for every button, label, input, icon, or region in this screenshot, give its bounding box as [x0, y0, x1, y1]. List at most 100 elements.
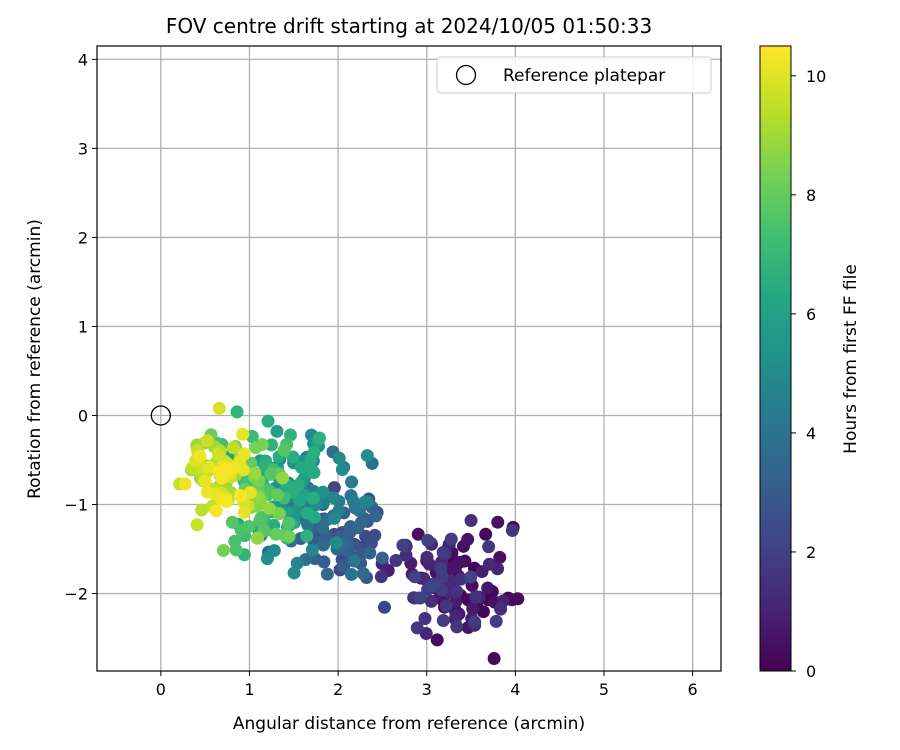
- data-point: [277, 443, 291, 457]
- data-point: [243, 485, 257, 499]
- data-point: [332, 451, 346, 465]
- colorbar-tick-label: 2: [806, 543, 816, 562]
- data-point: [454, 572, 468, 586]
- data-point: [320, 567, 334, 581]
- data-point: [233, 489, 247, 503]
- data-point: [363, 546, 377, 560]
- legend: Reference platepar: [436, 56, 712, 94]
- data-point: [212, 401, 226, 415]
- data-point: [254, 511, 268, 525]
- data-point: [491, 515, 505, 529]
- data-point: [430, 633, 444, 647]
- data-point: [337, 559, 351, 573]
- x-axis-label: Angular distance from reference (arcmin): [233, 714, 585, 734]
- y-tick-label: 3: [78, 139, 88, 158]
- reference-platepar-marker: [150, 405, 171, 426]
- data-point: [421, 533, 435, 547]
- y-tick-label: −1: [64, 496, 88, 515]
- data-point: [200, 434, 214, 448]
- legend-label-reference: Reference platepar: [503, 66, 665, 86]
- x-tick-label: 3: [422, 680, 432, 699]
- data-point: [269, 527, 283, 541]
- data-point: [282, 530, 296, 544]
- data-point: [439, 599, 453, 613]
- data-point: [444, 562, 458, 576]
- colorbar-tick-label: 8: [806, 186, 816, 205]
- data-point: [307, 446, 321, 460]
- data-point: [237, 447, 251, 461]
- data-point: [327, 511, 341, 525]
- data-point: [261, 414, 275, 428]
- data-point: [449, 609, 463, 623]
- x-tick-label: 4: [510, 680, 520, 699]
- data-point: [225, 515, 239, 529]
- data-point: [300, 506, 314, 520]
- data-point: [356, 567, 370, 581]
- data-point: [216, 543, 230, 557]
- y-tick-label: 2: [78, 228, 88, 247]
- data-point: [226, 441, 240, 455]
- colorbar-ticks: 0 2 4 6 8 10: [791, 67, 826, 681]
- y-tick-label: −2: [64, 585, 88, 604]
- data-point: [347, 554, 361, 568]
- data-point: [468, 615, 482, 629]
- data-point: [287, 566, 301, 580]
- y-axis-ticks: −2 −1 0 1 2 3 4: [64, 50, 97, 604]
- data-point: [271, 488, 285, 502]
- data-point: [264, 438, 278, 452]
- data-point: [450, 620, 464, 634]
- data-point: [364, 536, 378, 550]
- data-point: [369, 509, 383, 523]
- data-point: [262, 502, 276, 516]
- x-tick-label: 1: [244, 680, 254, 699]
- data-point: [242, 520, 256, 534]
- data-point: [479, 527, 493, 541]
- data-point: [377, 600, 391, 614]
- colorbar-tick-label: 6: [806, 305, 816, 324]
- data-point: [389, 553, 403, 567]
- x-axis-ticks: 0 1 2 3 4 5 6: [156, 671, 698, 699]
- data-point: [436, 614, 450, 628]
- data-point: [229, 543, 243, 557]
- data-point: [272, 507, 286, 521]
- data-point: [193, 449, 207, 463]
- data-point: [345, 475, 359, 489]
- colorbar-tick-label: 0: [806, 662, 816, 681]
- data-point: [418, 611, 432, 625]
- data-point: [307, 466, 321, 480]
- chart-title: FOV centre drift starting at 2024/10/05 …: [166, 14, 652, 38]
- colorbar: 0 2 4 6 8 10 Hours from first FF file: [759, 45, 861, 681]
- data-point: [329, 536, 343, 550]
- data-point: [248, 466, 262, 480]
- data-point: [420, 550, 434, 564]
- data-point: [335, 462, 349, 476]
- data-point: [375, 551, 389, 565]
- data-point: [482, 540, 496, 554]
- data-point: [344, 567, 358, 581]
- x-tick-label: 6: [688, 680, 698, 699]
- data-point: [374, 570, 388, 584]
- data-point: [436, 545, 450, 559]
- data-point: [428, 577, 442, 591]
- data-point: [236, 427, 250, 441]
- data-point: [312, 431, 326, 445]
- data-point: [360, 449, 374, 463]
- data-point: [178, 477, 192, 491]
- legend-marker-reference: [455, 64, 477, 86]
- data-point: [464, 570, 478, 584]
- data-point: [276, 471, 290, 485]
- data-point: [481, 581, 495, 595]
- data-point: [251, 531, 265, 545]
- y-tick-label: 0: [78, 406, 88, 425]
- data-point: [469, 590, 483, 604]
- y-axis-label: Rotation from reference (arcmin): [25, 219, 45, 499]
- data-point: [450, 584, 464, 598]
- data-point: [326, 491, 340, 505]
- colorbar-tick-label: 10: [806, 67, 826, 86]
- data-point: [396, 538, 410, 552]
- legend-box: [436, 56, 712, 94]
- data-point: [195, 503, 209, 517]
- data-point: [327, 481, 341, 495]
- data-point: [489, 614, 503, 628]
